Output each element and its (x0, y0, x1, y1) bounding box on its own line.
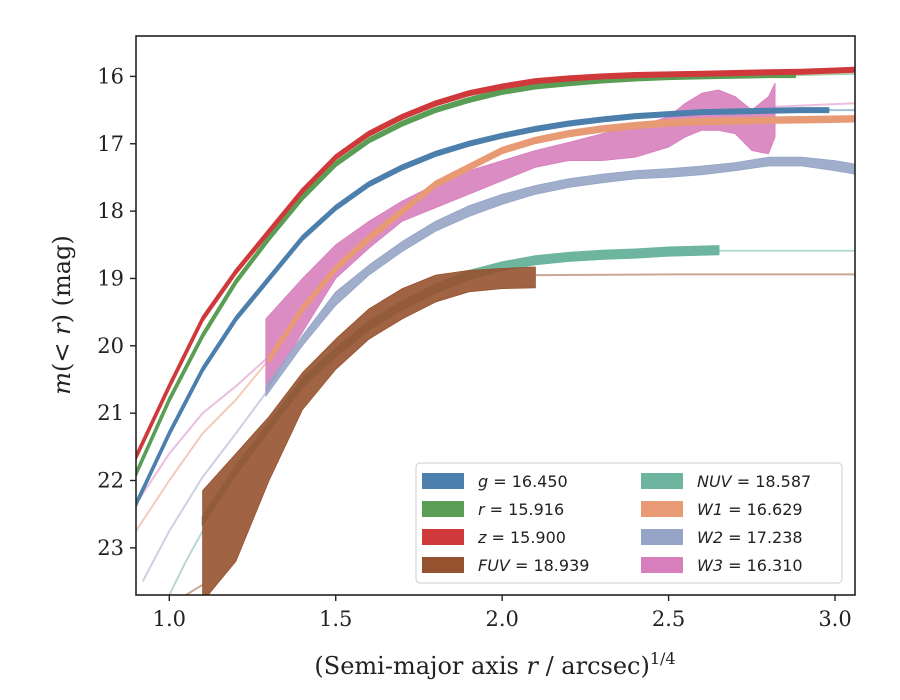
plot-frame (135, 35, 856, 596)
x-axis: 1.0 1.5 2.0 2.5 3.0 (153, 595, 852, 631)
y-tick-label: 16 (97, 64, 124, 88)
legend-label-g: g = 16.450 (478, 472, 568, 491)
legend-swatch-g (422, 473, 464, 489)
series-band-g (136, 107, 830, 508)
series-band-w2 (265, 156, 855, 397)
legend-label-w1: W1 = 16.629 (697, 500, 803, 519)
y-axis: 16 17 18 19 20 21 22 23 (97, 64, 136, 560)
legend-swatch-w3 (641, 557, 683, 573)
legend-swatch-w1 (641, 501, 683, 517)
extrapolation-line-r-1 (795, 72, 855, 77)
legend: g = 16.450 r = 15.916 z = 15.900 FUV = 18.9… (415, 462, 843, 584)
y-axis-label: m(< r) (mag) (48, 235, 76, 395)
extrapolation-line-w3-9 (775, 102, 855, 108)
series-band-w1 (268, 115, 855, 363)
x-axis-label: (Semi-major axis r / arcsec)1/4 (314, 649, 675, 680)
y-tick-label: 21 (97, 401, 124, 425)
legend-swatch-r (422, 501, 464, 517)
legend-swatch-nuv (641, 473, 683, 489)
legend-label-fuv: FUV = 18.939 (478, 556, 589, 575)
y-tick-label: 19 (97, 266, 124, 290)
x-tick-label: 1.0 (153, 607, 186, 631)
extrapolation-line-fuv-3 (535, 273, 855, 277)
series-band-z (136, 66, 855, 460)
legend-label-z: z = 15.900 (477, 528, 566, 547)
extrapolation-line-w3-8 (136, 358, 267, 505)
legend-label-w2: W2 = 17.238 (697, 528, 803, 547)
legend-swatch-z (422, 529, 464, 545)
extrapolation-line-nuv-4 (168, 530, 204, 595)
x-tick-label: 3.0 (818, 607, 851, 631)
legend-label-w3: W3 = 16.310 (697, 556, 803, 575)
legend-label-r: r = 15.916 (478, 500, 564, 519)
data-layer (136, 66, 855, 595)
series-band-r (136, 72, 797, 477)
y-tick-label: 23 (97, 536, 124, 560)
extrapolation-line-fuv-2 (184, 584, 204, 595)
x-tick-label: 1.5 (319, 607, 352, 631)
extrapolation-line-w2-7 (141, 392, 267, 582)
legend-frame (415, 462, 843, 584)
x-tick-label: 2.5 (652, 607, 685, 631)
legend-label-nuv: NUV = 18.587 (697, 472, 811, 491)
y-tick-label: 17 (97, 132, 124, 156)
y-tick-label: 20 (97, 334, 124, 358)
y-tick-label: 18 (97, 199, 124, 223)
y-tick-label: 22 (97, 469, 124, 493)
series-band-fuv (202, 266, 536, 595)
legend-swatch-fuv (422, 557, 464, 573)
legend-swatch-w2 (641, 529, 683, 545)
x-tick-label: 2.0 (485, 607, 518, 631)
extrapolation-line-w1-6 (136, 358, 270, 532)
